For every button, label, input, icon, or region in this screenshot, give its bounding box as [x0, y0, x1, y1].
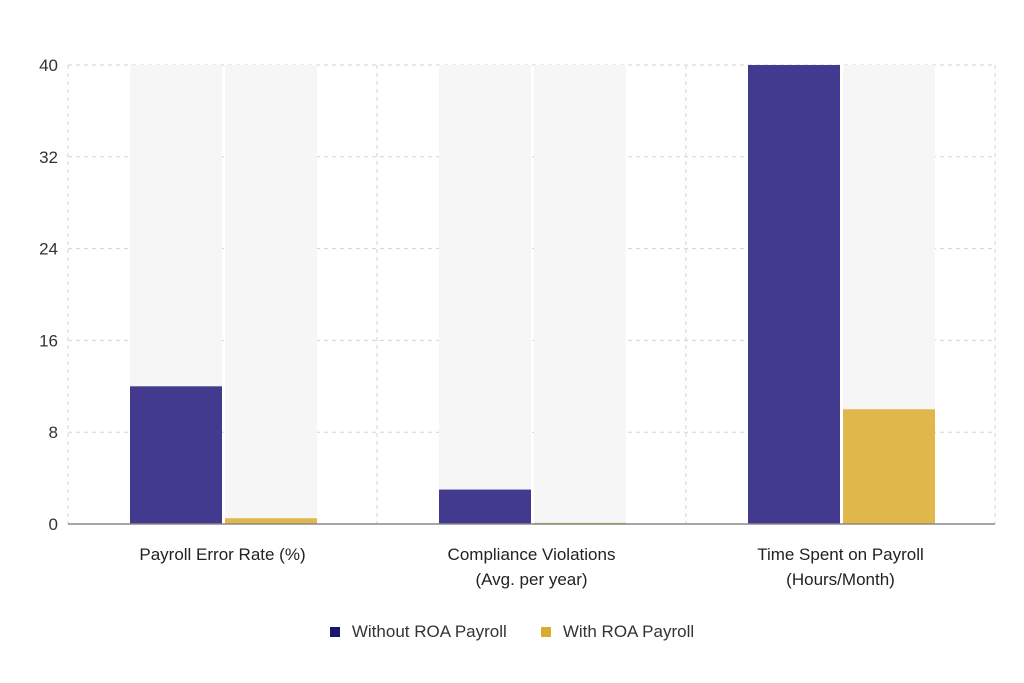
x-category-label: Payroll Error Rate (%): [139, 545, 305, 564]
legend-label-with: With ROA Payroll: [562, 622, 695, 641]
legend-item-without[interactable]: Without ROA Payroll: [329, 622, 507, 642]
grid-lines: [67, 64, 996, 524]
bar-background: [225, 65, 317, 524]
bar-background: [439, 65, 531, 524]
x-category-label: (Avg. per year): [475, 570, 587, 589]
bars: [130, 65, 935, 524]
x-category-label: Time Spent on Payroll: [757, 545, 924, 564]
bar-without-1: [439, 489, 531, 524]
x-category-label: Compliance Violations: [448, 545, 616, 564]
bar-background: [534, 65, 626, 524]
y-tick-label: 24: [39, 240, 58, 259]
y-tick-label: 32: [39, 148, 58, 167]
x-category-labels: Payroll Error Rate (%) Compliance Violati…: [139, 545, 923, 589]
bar-with-0: [225, 518, 317, 524]
y-tick-label: 16: [39, 331, 58, 350]
bar-with-2: [843, 409, 935, 524]
y-tick-label: 40: [39, 56, 58, 75]
legend-swatch-with: [540, 627, 551, 637]
y-tick-label: 8: [49, 423, 58, 442]
legend-item-with[interactable]: With ROA Payroll: [540, 622, 695, 642]
legend: Without ROA Payroll With ROA Payroll: [0, 622, 1024, 642]
bar-without-2: [748, 65, 840, 524]
x-category-label: (Hours/Month): [786, 570, 895, 589]
legend-label-without: Without ROA Payroll: [351, 622, 507, 641]
y-tick-label: 0: [49, 515, 58, 534]
bar-without-0: [130, 386, 222, 524]
y-tick-labels: 0 8 16 24 32 40: [39, 56, 58, 534]
legend-swatch-without: [329, 627, 340, 637]
